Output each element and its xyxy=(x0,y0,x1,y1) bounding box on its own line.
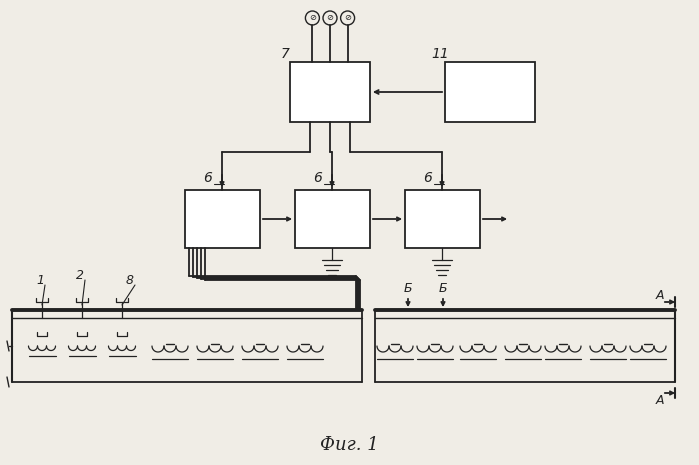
Text: Б: Б xyxy=(439,281,447,294)
Text: 6: 6 xyxy=(314,171,322,185)
Bar xyxy=(290,62,370,122)
Text: 8: 8 xyxy=(126,273,134,286)
Bar xyxy=(405,190,480,248)
Text: Фиг. 1: Фиг. 1 xyxy=(319,436,378,454)
Text: 2: 2 xyxy=(76,268,84,281)
Text: А: А xyxy=(656,288,664,301)
Text: 7: 7 xyxy=(280,47,289,61)
Text: 1: 1 xyxy=(36,273,44,286)
Text: Б: Б xyxy=(404,281,412,294)
Text: ⊘: ⊘ xyxy=(309,13,316,22)
Bar xyxy=(445,62,535,122)
Bar xyxy=(295,190,370,248)
Text: А: А xyxy=(656,393,664,406)
Text: 6: 6 xyxy=(203,171,212,185)
Text: ⊘: ⊘ xyxy=(344,13,351,22)
Text: ⊘: ⊘ xyxy=(326,13,333,22)
Bar xyxy=(185,190,260,248)
Text: 11: 11 xyxy=(431,47,449,61)
Text: 6: 6 xyxy=(424,171,433,185)
